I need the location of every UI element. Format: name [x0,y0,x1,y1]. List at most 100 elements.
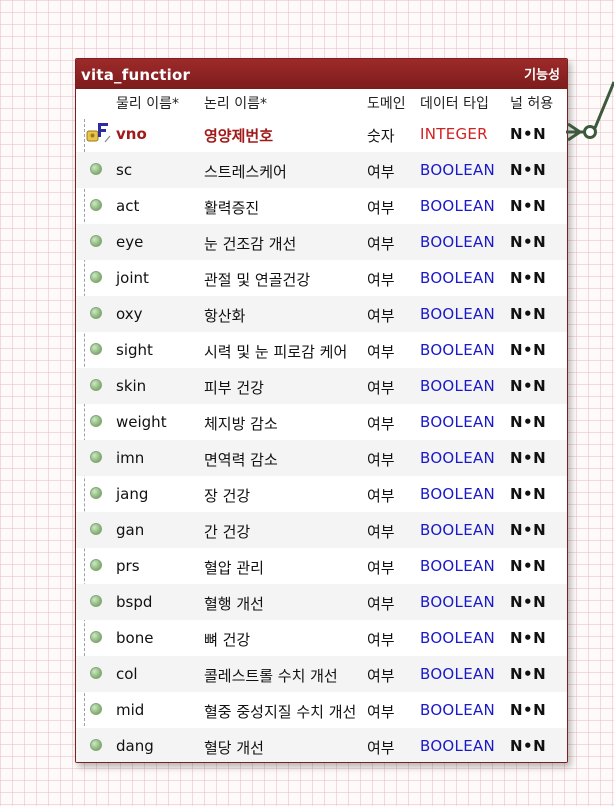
column-logical-name: 간 건강 [204,523,251,541]
column-dot-icon [90,559,102,571]
table-row[interactable]: imn 면역력 감소 여부 BOOLEAN N•N [76,440,567,476]
column-dot-icon [90,739,102,751]
column-nullable: N•N [510,305,547,323]
column-domain: 숫자 [367,127,395,145]
column-physical-name: act [116,197,140,215]
column-data-type: BOOLEAN [420,413,496,431]
column-header-data-type: 데이터 타입 [420,96,489,112]
table-row[interactable]: dang 혈당 개선 여부 BOOLEAN N•N [76,728,567,762]
column-nullable: N•N [510,125,547,143]
column-domain: 여부 [367,487,395,505]
column-nullable: N•N [510,629,547,647]
column-physical-name: prs [116,557,140,575]
column-data-type: BOOLEAN [420,629,496,647]
table-row[interactable]: oxy 항산화 여부 BOOLEAN N•N [76,296,567,332]
column-dot-icon [90,703,102,715]
column-logical-name: 시력 및 눈 피로감 케어 [204,343,348,361]
column-data-type: INTEGER [420,125,488,143]
column-nullable: N•N [510,341,547,359]
column-domain: 여부 [367,163,395,181]
column-nullable: N•N [510,449,547,467]
column-logical-name: 영양제번호 [204,127,274,145]
column-logical-name: 눈 건조감 개선 [204,235,297,253]
column-domain: 여부 [367,415,395,433]
table-row[interactable]: joint 관절 및 연골건강 여부 BOOLEAN N•N [76,260,567,296]
column-data-type: BOOLEAN [420,449,496,467]
column-physical-name: skin [116,377,147,395]
column-physical-name: weight [116,413,167,431]
column-logical-name: 혈행 개선 [204,595,264,613]
column-physical-name: oxy [116,305,143,323]
column-physical-name: joint [116,269,149,287]
column-data-type: BOOLEAN [420,197,496,215]
column-dot-icon [90,451,102,463]
column-dot-icon [90,523,102,535]
column-data-type: BOOLEAN [420,701,496,719]
column-physical-name: eye [116,233,144,251]
table-row[interactable]: sc 스트레스케어 여부 BOOLEAN N•N [76,152,567,188]
column-domain: 여부 [367,199,395,217]
column-nullable: N•N [510,269,547,287]
table-row[interactable]: mid 혈중 중성지질 수치 개선 여부 BOOLEAN N•N [76,692,567,728]
entity-table-vita-function[interactable]: vita_functior 기능성 물리 이름* 논리 이름* 도메인 데이터 … [75,58,568,763]
column-dot-icon [90,667,102,679]
table-row[interactable]: jang 장 건강 여부 BOOLEAN N•N [76,476,567,512]
column-data-type: BOOLEAN [420,341,496,359]
table-row[interactable]: col 콜레스트롤 수치 개선 여부 BOOLEAN N•N [76,656,567,692]
column-nullable: N•N [510,593,547,611]
column-nullable: N•N [510,485,547,503]
column-domain: 여부 [367,451,395,469]
entity-header[interactable]: vita_functior 기능성 [76,59,567,89]
column-logical-name: 뼈 건강 [204,631,251,649]
column-header-nullable: 널 허용 [510,96,554,112]
column-data-type: BOOLEAN [420,557,496,575]
column-data-type: BOOLEAN [420,521,496,539]
column-data-type: BOOLEAN [420,593,496,611]
entity-title: vita_functior [81,66,191,84]
column-domain: 여부 [367,667,395,685]
column-domain: 여부 [367,523,395,541]
column-domain: 여부 [367,559,395,577]
column-domain: 여부 [367,703,395,721]
column-header-physical-name: 물리 이름* [116,96,179,112]
column-dot-icon [90,307,102,319]
table-row[interactable]: bspd 혈행 개선 여부 BOOLEAN N•N [76,584,567,620]
column-dot-icon [90,235,102,247]
relationship-connector-icon[interactable] [566,80,614,160]
column-domain: 여부 [367,739,395,757]
column-nullable: N•N [510,521,547,539]
column-nullable: N•N [510,197,547,215]
column-logical-name: 장 건강 [204,487,251,505]
column-dot-icon [90,343,102,355]
column-data-type: BOOLEAN [420,485,496,503]
column-domain: 여부 [367,271,395,289]
table-row[interactable]: sight 시력 및 눈 피로감 케어 여부 BOOLEAN N•N [76,332,567,368]
column-logical-name: 혈중 중성지질 수치 개선 [204,703,357,721]
column-physical-name: dang [116,737,154,755]
table-row[interactable]: act 활력증진 여부 BOOLEAN N•N [76,188,567,224]
column-header-domain: 도메인 [367,96,406,112]
table-row[interactable]: eye 눈 건조감 개선 여부 BOOLEAN N•N [76,224,567,260]
table-row[interactable]: prs 혈압 관리 여부 BOOLEAN N•N [76,548,567,584]
column-nullable: N•N [510,233,547,251]
column-domain: 여부 [367,631,395,649]
column-data-type: BOOLEAN [420,737,496,755]
column-logical-name: 관절 및 연골건강 [204,271,311,289]
column-data-type: BOOLEAN [420,161,496,179]
table-row[interactable]: gan 간 건강 여부 BOOLEAN N•N [76,512,567,548]
column-header-logical-name: 논리 이름* [204,96,267,112]
column-logical-name: 피부 건강 [204,379,264,397]
column-nullable: N•N [510,377,547,395]
column-physical-name: jang [116,485,149,503]
column-physical-name: bspd [116,593,153,611]
table-row[interactable]: bone 뼈 건강 여부 BOOLEAN N•N [76,620,567,656]
column-dot-icon [90,415,102,427]
column-data-type: BOOLEAN [420,377,496,395]
column-nullable: N•N [510,737,547,755]
column-logical-name: 혈압 관리 [204,559,264,577]
column-physical-name: mid [116,701,145,719]
table-row[interactable]: weight 체지방 감소 여부 BOOLEAN N•N [76,404,567,440]
table-row[interactable]: vno 영양제번호 숫자 INTEGER N•N [76,116,567,152]
column-data-type: BOOLEAN [420,665,496,683]
table-row[interactable]: skin 피부 건강 여부 BOOLEAN N•N [76,368,567,404]
